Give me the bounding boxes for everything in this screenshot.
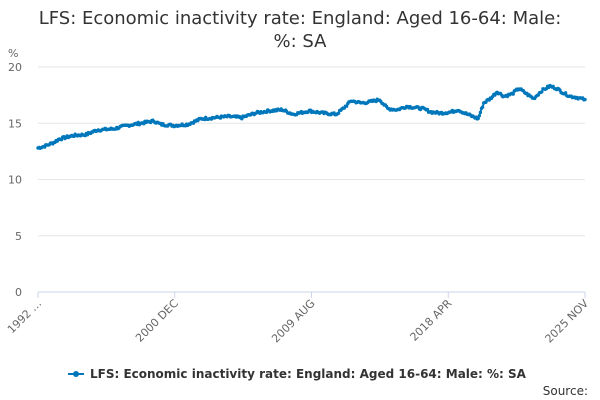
chart-title-line-2: %: SA [274, 31, 328, 52]
data-point[interactable] [563, 91, 568, 95]
x-axis-ticks: 1992 … 2000 DEC 2009 AUG 2018 APR 2025 NOV [5, 292, 592, 346]
data-point[interactable] [478, 110, 483, 115]
data-point[interactable] [511, 92, 515, 96]
y-tick-label: 15 [8, 117, 22, 130]
data-point[interactable] [336, 111, 341, 115]
y-axis-ticks: 0 5 10 15 20 [8, 61, 22, 299]
data-point[interactable] [480, 105, 485, 109]
y-tick-label: 10 [8, 174, 22, 187]
data-point[interactable] [425, 107, 430, 112]
data-point[interactable] [540, 90, 544, 94]
y-axis-unit-label: % [8, 47, 18, 60]
data-point[interactable] [240, 117, 244, 121]
chart-title-line-1: LFS: Economic inactivity rate: England: … [39, 8, 562, 29]
source-label: Source: [543, 384, 588, 398]
x-tick-label: 1992 … [5, 297, 44, 336]
legend-dot-marker [73, 371, 79, 377]
legend-label[interactable]: LFS: Economic inactivity rate: England: … [90, 367, 527, 381]
x-tick-label: 2018 APR [407, 297, 454, 344]
x-tick-label: 2025 NOV [543, 297, 592, 346]
x-tick-label: 2000 DEC [133, 297, 181, 345]
data-point[interactable] [476, 116, 480, 121]
legend[interactable]: LFS: Economic inactivity rate: England: … [68, 367, 527, 381]
data-point[interactable] [477, 114, 481, 118]
y-tick-label: 0 [15, 286, 22, 299]
grid-lines [38, 66, 585, 237]
data-point[interactable] [583, 97, 587, 102]
y-tick-label: 20 [8, 61, 22, 74]
x-tick-label: 2009 AUG [269, 297, 318, 346]
series-group [36, 83, 587, 150]
y-tick-label: 5 [15, 230, 22, 243]
data-point[interactable] [344, 104, 349, 108]
